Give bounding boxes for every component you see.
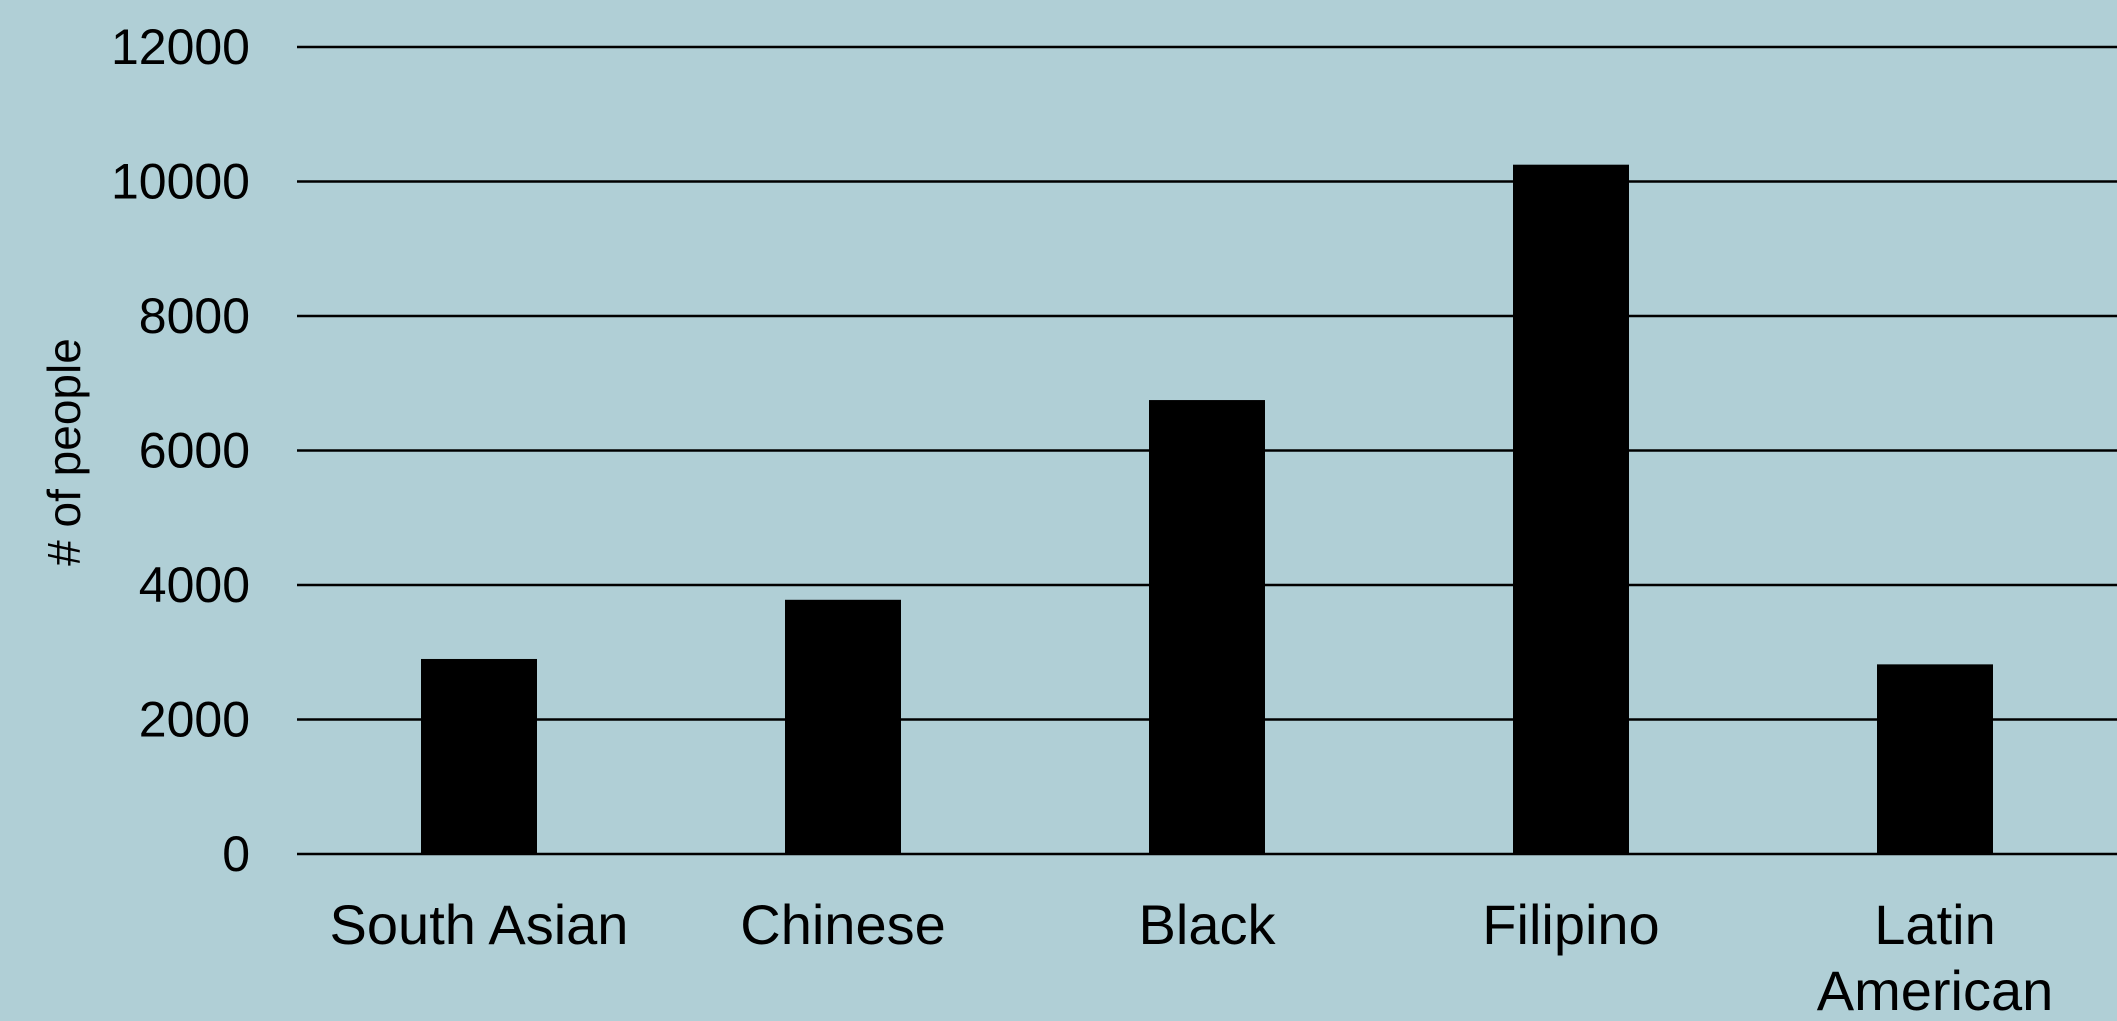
x-category-label-line: Latin — [1874, 893, 1995, 956]
y-tick-label: 12000 — [111, 19, 250, 75]
x-axis-category-labels: South Asian Chinese Black Filipino Latin Amer… — [330, 893, 2054, 1021]
bar — [1149, 400, 1265, 854]
bar — [421, 658, 537, 854]
bar — [1877, 664, 1993, 854]
x-category-label-line: American — [1817, 959, 2054, 1016]
y-tick-label: 4000 — [139, 557, 250, 613]
x-category-label: Black — [1139, 893, 1277, 956]
x-category-label-line: Black — [1139, 893, 1277, 956]
x-category-label-line: Filipino — [1482, 893, 1659, 956]
y-axis-title: # of people — [38, 338, 90, 566]
bar — [1513, 164, 1629, 854]
y-tick-label: 0 — [222, 826, 250, 882]
y-tick-label: 2000 — [139, 692, 250, 748]
y-tick-label: 8000 — [139, 288, 250, 344]
y-tick-label: 6000 — [139, 423, 250, 479]
x-category-label: Latin American — [1817, 893, 2054, 1016]
x-category-label-line: South Asian — [330, 893, 629, 956]
bars — [421, 164, 1993, 854]
x-category-label: South Asian — [330, 893, 629, 956]
x-category-label-line: Chinese — [740, 893, 945, 956]
x-category-label: Filipino — [1482, 893, 1659, 956]
bar — [785, 599, 901, 854]
y-tick-label: 10000 — [111, 154, 250, 210]
x-category-label: Chinese — [740, 893, 945, 956]
y-axis-tick-labels: 0 2000 4000 6000 8000 10000 12000 — [111, 19, 250, 882]
